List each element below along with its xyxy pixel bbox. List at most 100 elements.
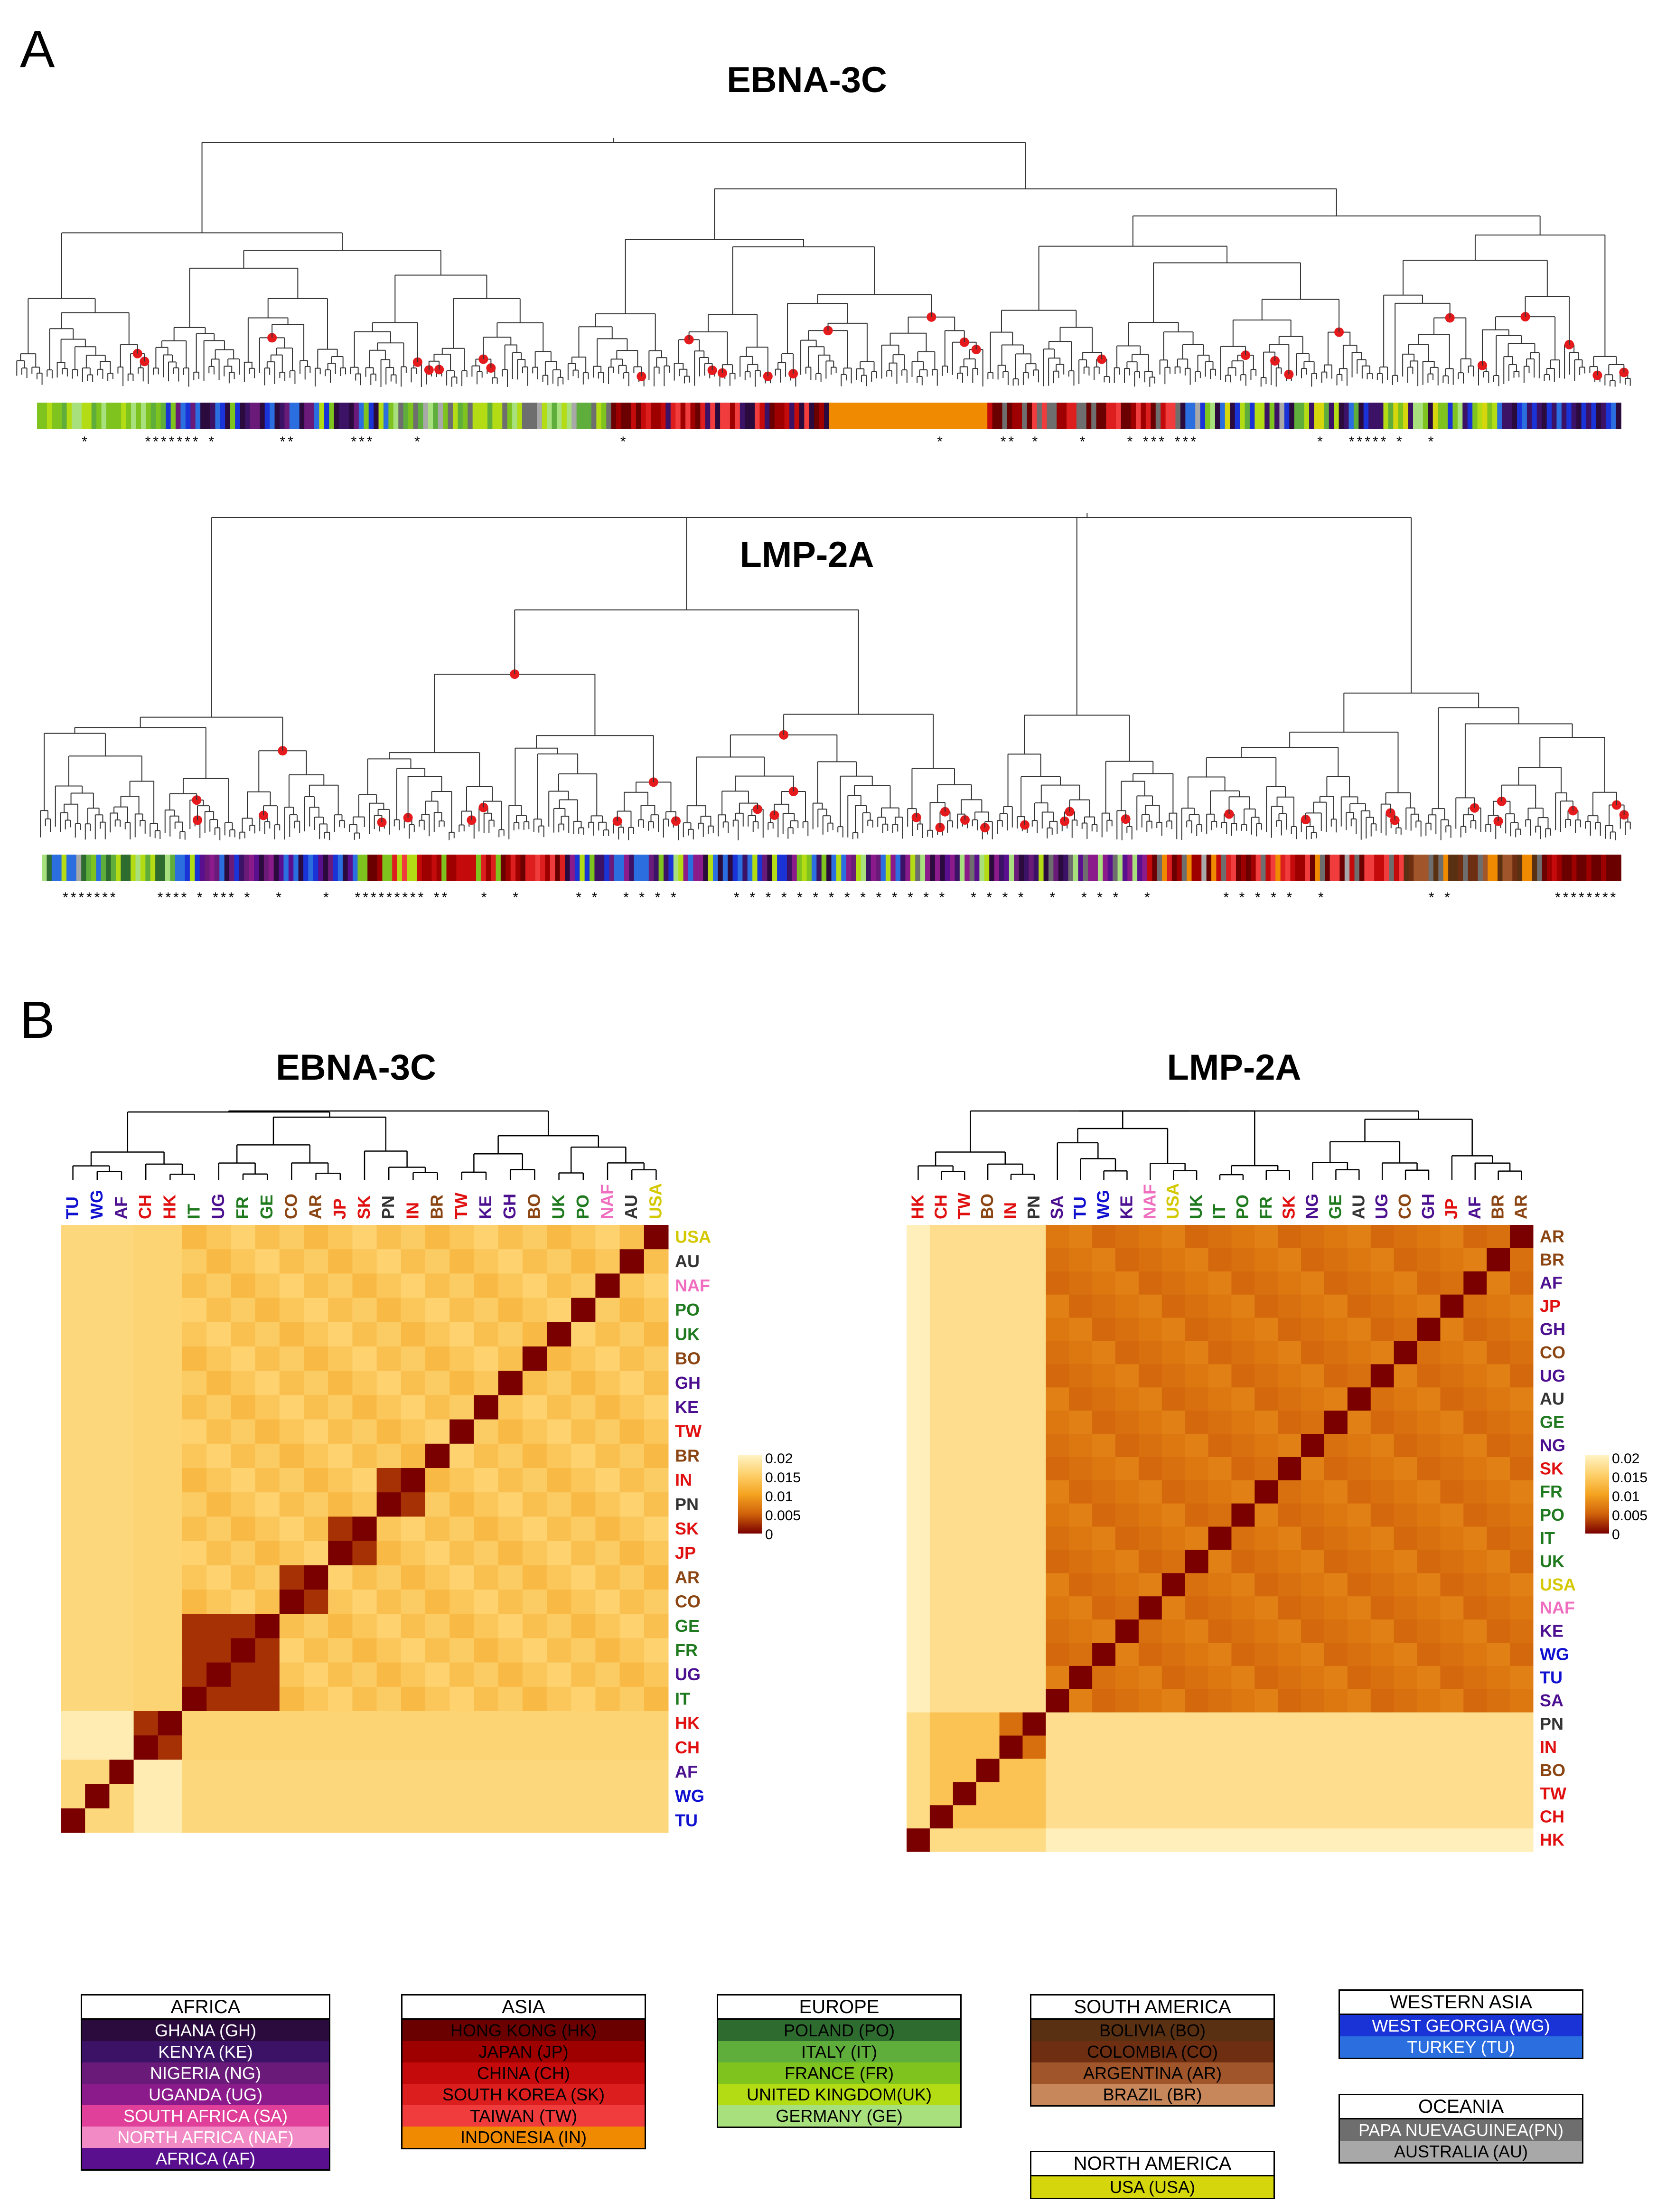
heat-cell — [352, 1590, 377, 1614]
heat-cell — [1254, 1828, 1278, 1852]
strip-cell — [1091, 403, 1097, 429]
heat-cell — [206, 1419, 231, 1444]
strip-cell — [1201, 855, 1207, 881]
heat-cell — [1370, 1782, 1395, 1806]
heat-cell — [85, 1371, 110, 1395]
heat-cell — [907, 1387, 930, 1411]
heat-cell — [449, 1541, 474, 1566]
heat-cell — [953, 1364, 977, 1388]
heat-cell — [85, 1590, 110, 1614]
strip-cell — [1113, 855, 1118, 881]
strip-cell — [166, 403, 171, 429]
strip-cell — [935, 855, 941, 881]
heat-cell — [425, 1662, 450, 1687]
heat-cell — [619, 1516, 645, 1542]
heat-cell — [619, 1760, 645, 1785]
heat-cell — [182, 1322, 207, 1347]
heat-cell — [1254, 1480, 1278, 1504]
heat-cell — [1370, 1248, 1395, 1272]
heat-cell — [498, 1395, 523, 1420]
heat-cell — [498, 1784, 523, 1809]
strip-cell — [1601, 855, 1607, 881]
strip-cell — [364, 403, 369, 429]
heat-cell — [1115, 1805, 1139, 1829]
strip-cell — [431, 855, 437, 881]
heat-cell — [1463, 1318, 1487, 1341]
heat-cell — [571, 1516, 596, 1542]
strip-cell — [468, 403, 473, 429]
heat-cell — [158, 1614, 183, 1638]
heat-cell — [474, 1686, 499, 1712]
heat-cell — [206, 1614, 231, 1638]
heat-cell — [231, 1565, 256, 1590]
strip-cell — [1418, 855, 1424, 881]
strip-cell — [61, 855, 67, 881]
heat-cell — [1463, 1596, 1487, 1620]
heat-cell — [1022, 1411, 1046, 1434]
heat-cell — [999, 1248, 1023, 1272]
heat-cell — [999, 1643, 1023, 1666]
strip-cell — [802, 855, 807, 881]
strip-cell — [1359, 855, 1365, 881]
heat-cell — [1394, 1666, 1418, 1690]
heat-cell — [907, 1225, 930, 1249]
heat-cell — [1069, 1225, 1093, 1249]
heat-cell — [1115, 1341, 1139, 1365]
heat-cell — [231, 1419, 256, 1444]
heat-cell — [1440, 1782, 1464, 1806]
heat-cell — [85, 1686, 110, 1712]
strip-cell — [486, 855, 491, 881]
heat-cell — [1301, 1759, 1325, 1782]
strip-cell — [888, 403, 894, 429]
significance-asterisk: * — [153, 434, 159, 450]
heat-cell — [133, 1565, 159, 1590]
strip-cell — [1002, 403, 1008, 429]
heat-cell — [1347, 1457, 1371, 1481]
heat-cell — [907, 1294, 930, 1318]
heat-cell — [1254, 1712, 1278, 1736]
heat-cell — [1278, 1573, 1301, 1597]
heat-cell — [1417, 1457, 1441, 1481]
heat-cell — [1394, 1712, 1418, 1736]
heat-cell — [619, 1225, 645, 1250]
heat-cell — [304, 1808, 328, 1833]
heat-cell — [644, 1395, 669, 1420]
heat-cell — [644, 1711, 669, 1736]
heat-cell — [401, 1686, 426, 1712]
heat-cell — [255, 1614, 280, 1638]
strip-cell — [1019, 855, 1024, 881]
strip-cell — [210, 403, 216, 429]
heat-cell — [474, 1395, 499, 1420]
strip-cell — [1012, 403, 1018, 429]
strip-cell — [506, 855, 511, 881]
heat-cell — [547, 1784, 571, 1809]
heat-cell — [1185, 1411, 1209, 1434]
heat-cell — [1208, 1550, 1232, 1573]
heat-cell — [498, 1541, 523, 1566]
heat-cell — [1161, 1526, 1186, 1550]
strip-cell — [458, 403, 463, 429]
heat-cell — [255, 1249, 280, 1274]
lmp-country-strip — [42, 855, 1621, 881]
heat-cell — [425, 1322, 450, 1347]
heat-cell — [1301, 1225, 1325, 1249]
heat-cell — [1231, 1596, 1255, 1620]
heat-cell — [255, 1541, 280, 1566]
heat-cell — [352, 1273, 377, 1299]
strip-cell — [967, 403, 973, 429]
heat-cell — [1208, 1457, 1232, 1481]
heat-cell — [1115, 1550, 1139, 1573]
strip-cell — [136, 403, 141, 429]
strip-cell — [1616, 855, 1621, 881]
heat-cell — [1254, 1619, 1278, 1643]
heat-cell — [1231, 1712, 1255, 1736]
heat-cell — [1138, 1271, 1162, 1295]
heat-cell — [619, 1298, 645, 1323]
strip-cell — [367, 855, 373, 881]
heat-cell — [644, 1808, 669, 1833]
strip-cell — [96, 403, 102, 429]
heat-cell — [1046, 1782, 1069, 1806]
heat-cell — [1370, 1480, 1395, 1504]
heat-cell — [547, 1273, 571, 1299]
strip-cell — [190, 403, 196, 429]
